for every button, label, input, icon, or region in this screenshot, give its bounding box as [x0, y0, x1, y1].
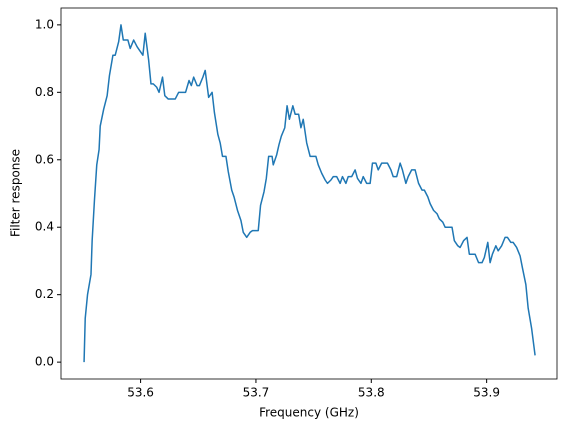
y-axis-label: Filter response	[9, 149, 23, 237]
x-tick-label: 53.9	[473, 386, 500, 400]
y-tick-label: 0.4	[35, 220, 54, 234]
y-tick-label: 0.6	[35, 152, 54, 166]
y-tick-label: 1.0	[35, 17, 54, 31]
x-tick-label: 53.6	[127, 386, 154, 400]
y-tick-label: 0.8	[35, 85, 54, 99]
x-axis-label: Frequency (GHz)	[259, 406, 359, 420]
y-tick-label: 0.0	[35, 355, 54, 369]
x-tick-label: 53.7	[243, 386, 270, 400]
plot-frame	[60, 7, 558, 380]
y-tick-label: 0.2	[35, 287, 54, 301]
line	[83, 24, 536, 363]
x-tick-label: 53.8	[358, 386, 385, 400]
